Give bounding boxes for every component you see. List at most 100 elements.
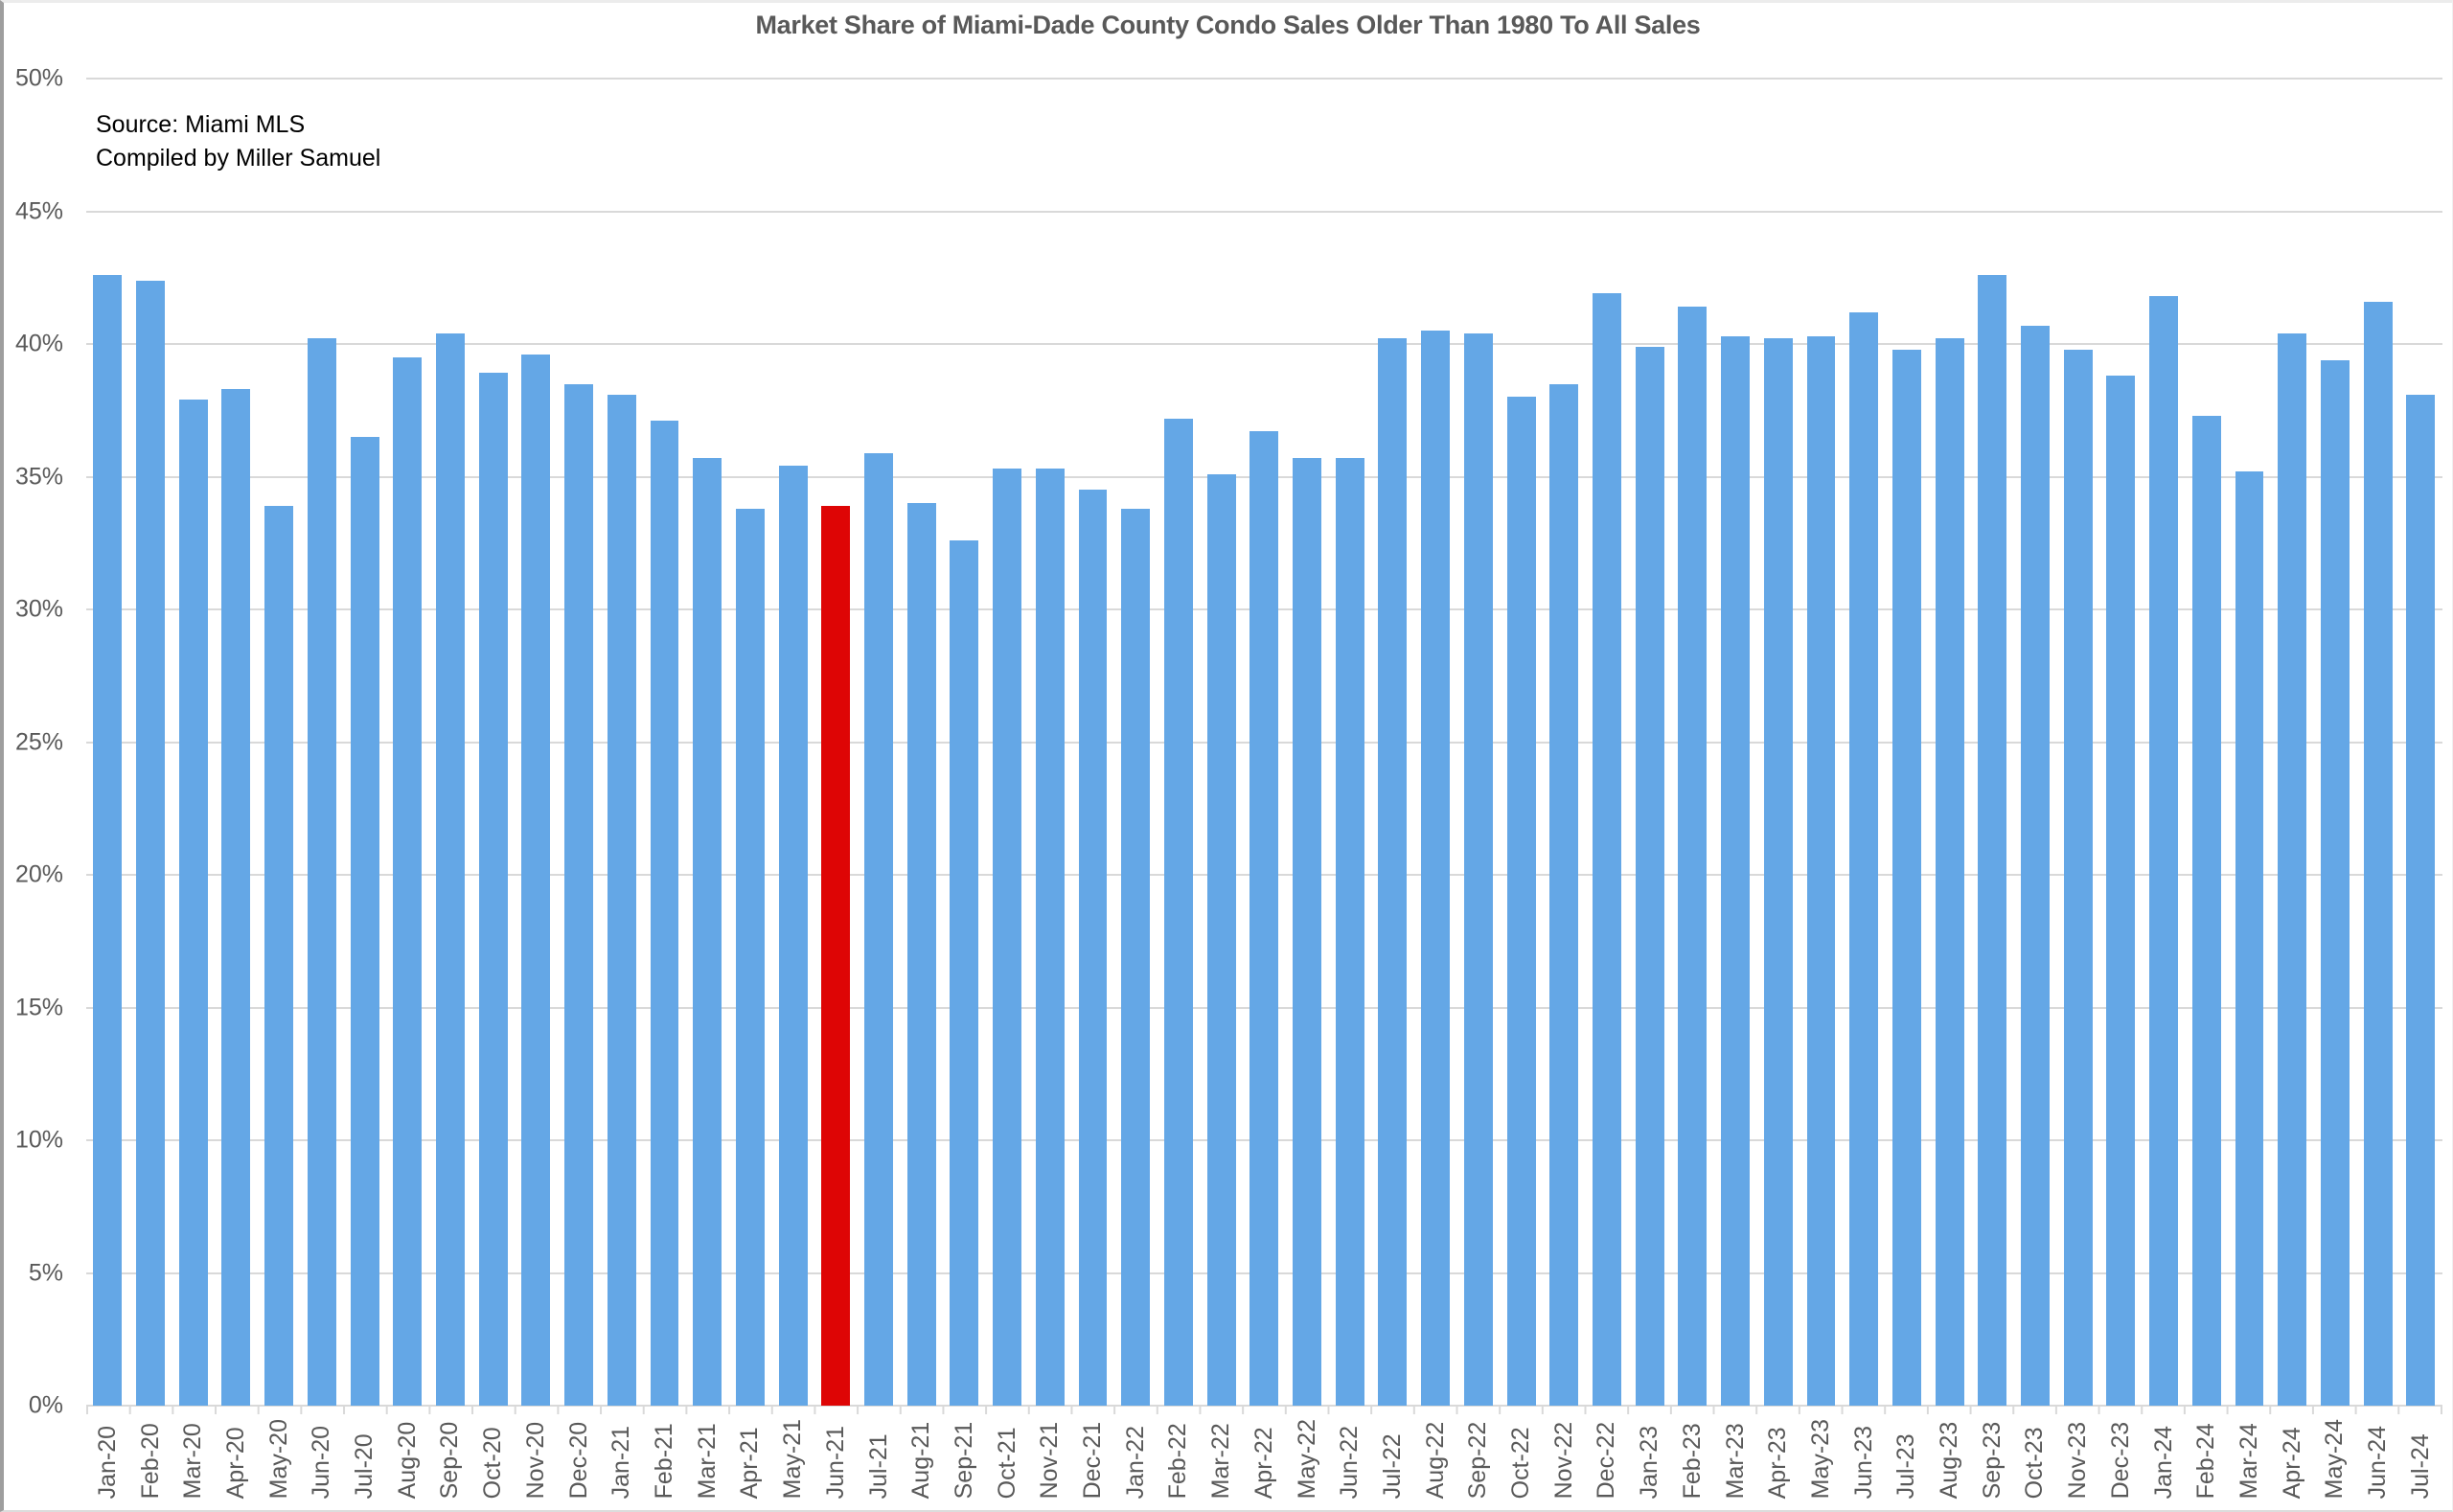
x-axis-label-Jun-21: Jun-21 xyxy=(821,1425,849,1500)
x-axis-label-cell: Dec-20 xyxy=(558,1419,601,1500)
x-axis-label-Feb-20: Feb-20 xyxy=(136,1423,164,1500)
bar-slot xyxy=(429,79,472,1406)
compiled-by-line: Compiled by Miller Samuel xyxy=(96,145,381,172)
x-axis-label-Dec-21: Dec-21 xyxy=(1079,1421,1107,1500)
x-axis-label-cell: Jun-20 xyxy=(301,1419,344,1499)
x-axis-label-cell: Oct-21 xyxy=(986,1419,1029,1499)
bar-Feb-23 xyxy=(1678,307,1708,1406)
bar-slot xyxy=(2228,79,2271,1406)
bar-Oct-23 xyxy=(2021,325,2050,1406)
y-axis-label-0: 0% xyxy=(28,1391,63,1419)
bar-Sep-22 xyxy=(1463,332,1493,1406)
bar-May-22 xyxy=(1293,458,1321,1406)
bar-Jul-22 xyxy=(1378,338,1408,1406)
bar-Jul-24 xyxy=(2406,394,2436,1406)
x-axis-label-Nov-21: Nov-21 xyxy=(1036,1421,1064,1500)
bar-Jan-23 xyxy=(1635,346,1664,1406)
bar-slot xyxy=(2143,79,2186,1406)
x-axis-label-cell: Aug-21 xyxy=(900,1419,943,1500)
bar-Nov-20 xyxy=(521,355,551,1406)
bar-slot xyxy=(1328,79,1371,1406)
x-axis-label-Oct-23: Oct-23 xyxy=(2021,1427,2049,1500)
x-axis-label-Dec-22: Dec-22 xyxy=(1593,1421,1620,1500)
bar-Mar-23 xyxy=(1721,335,1751,1406)
bar-Feb-21 xyxy=(650,421,679,1406)
bar-Jun-24 xyxy=(2363,301,2393,1406)
bar-slot xyxy=(1586,79,1629,1406)
y-axis-label-10: 10% xyxy=(14,1126,63,1154)
bar-slot xyxy=(301,79,344,1406)
bar-slot xyxy=(1843,79,1886,1406)
x-axis-label-cell: Jul-21 xyxy=(858,1419,901,1499)
x-axis-label-cell: May-20 xyxy=(258,1419,301,1499)
x-axis-label-Dec-23: Dec-23 xyxy=(2106,1421,2134,1500)
x-axis-label-cell: Jul-23 xyxy=(1886,1419,1929,1499)
x-axis-label-cell: Feb-20 xyxy=(129,1419,172,1499)
bar-Apr-23 xyxy=(1763,338,1793,1406)
x-axis-label-Mar-20: Mar-20 xyxy=(179,1423,207,1500)
x-axis-label-May-20: May-20 xyxy=(264,1419,292,1500)
x-axis-label-cell: Dec-23 xyxy=(2099,1419,2143,1500)
x-axis-label-Feb-24: Feb-24 xyxy=(2192,1423,2220,1500)
x-axis-label-Oct-20: Oct-20 xyxy=(479,1427,507,1500)
x-axis-label-cell: Jan-22 xyxy=(1114,1419,1158,1499)
bar-slot xyxy=(2099,79,2143,1406)
x-axis-label-Aug-22: Aug-22 xyxy=(1421,1421,1449,1500)
gridline-45 xyxy=(86,210,2442,213)
bar-slot xyxy=(1457,79,1501,1406)
bar-Sep-20 xyxy=(436,332,465,1406)
bar-Dec-22 xyxy=(1592,293,1621,1406)
bar-slot xyxy=(1371,79,1414,1406)
x-axis-label-cell: Jul-20 xyxy=(343,1419,386,1499)
x-axis-label-Aug-23: Aug-23 xyxy=(1936,1421,1963,1500)
bar-slot xyxy=(172,79,215,1406)
x-axis-label-Jan-20: Jan-20 xyxy=(93,1425,121,1500)
x-axis-label-Aug-20: Aug-20 xyxy=(393,1421,421,1500)
bar-slot xyxy=(215,79,258,1406)
bar-Dec-21 xyxy=(1078,490,1108,1406)
x-axis-label-Sep-22: Sep-22 xyxy=(1464,1421,1492,1500)
x-axis-label-cell: May-22 xyxy=(1286,1419,1329,1499)
bar-slot xyxy=(2271,79,2314,1406)
x-axis-label-Aug-21: Aug-21 xyxy=(907,1421,935,1500)
bar-slot xyxy=(2399,79,2442,1406)
x-axis-label-cell: Mar-21 xyxy=(686,1419,729,1499)
bar-Nov-21 xyxy=(1035,469,1065,1406)
x-axis-label-Mar-23: Mar-23 xyxy=(1721,1423,1749,1500)
x-axis-label-cell: Nov-21 xyxy=(1028,1419,1071,1500)
bar-slot xyxy=(86,79,129,1406)
x-axis-label-Jan-23: Jan-23 xyxy=(1636,1425,1663,1500)
bar-Feb-20 xyxy=(136,280,166,1406)
bar-slot xyxy=(2185,79,2228,1406)
source-note: Source: Miami MLS Compiled by Miller Sam… xyxy=(96,108,380,175)
bar-Apr-20 xyxy=(221,389,251,1406)
bar-Mar-21 xyxy=(693,458,722,1406)
bar-Feb-24 xyxy=(2191,415,2221,1406)
bar-Jan-21 xyxy=(607,394,636,1406)
x-axis-label-cell: Apr-21 xyxy=(729,1419,772,1499)
x-axis-label-cell: Nov-23 xyxy=(2056,1419,2099,1500)
x-axis-label-Apr-23: Apr-23 xyxy=(1764,1427,1792,1500)
x-axis-label-cell: Nov-20 xyxy=(515,1419,558,1500)
bar-Jul-20 xyxy=(350,436,379,1406)
x-axis-label-cell: Jul-22 xyxy=(1371,1419,1414,1499)
x-axis-label-cell: Sep-22 xyxy=(1457,1419,1501,1500)
bar-slot xyxy=(1756,79,1800,1406)
chart-title: Market Share of Miami-Dade County Condo … xyxy=(755,11,1701,39)
bar-slot xyxy=(386,79,429,1406)
x-axis-label-cell: Jun-24 xyxy=(2356,1419,2399,1499)
x-axis-labels: Jan-20 Feb-20 Mar-20 Apr-20 May-20 Jun-20 Jul-… xyxy=(86,1419,2442,1499)
bar-slot xyxy=(258,79,301,1406)
bar-Jan-24 xyxy=(2149,296,2179,1406)
bar-slot xyxy=(729,79,772,1406)
bar-slot xyxy=(471,79,515,1406)
x-axis-label-Nov-23: Nov-23 xyxy=(2064,1421,2092,1500)
bar-slot xyxy=(2056,79,2099,1406)
y-axis-label-20: 20% xyxy=(14,860,63,888)
x-axis-label-cell: Feb-22 xyxy=(1158,1419,1201,1499)
bar-slot xyxy=(1714,79,1757,1406)
x-axis-label-cell: Mar-20 xyxy=(172,1419,215,1499)
x-axis-label-Jun-20: Jun-20 xyxy=(308,1425,335,1500)
bar-May-23 xyxy=(1806,335,1836,1406)
bar-Jun-20 xyxy=(307,338,336,1406)
